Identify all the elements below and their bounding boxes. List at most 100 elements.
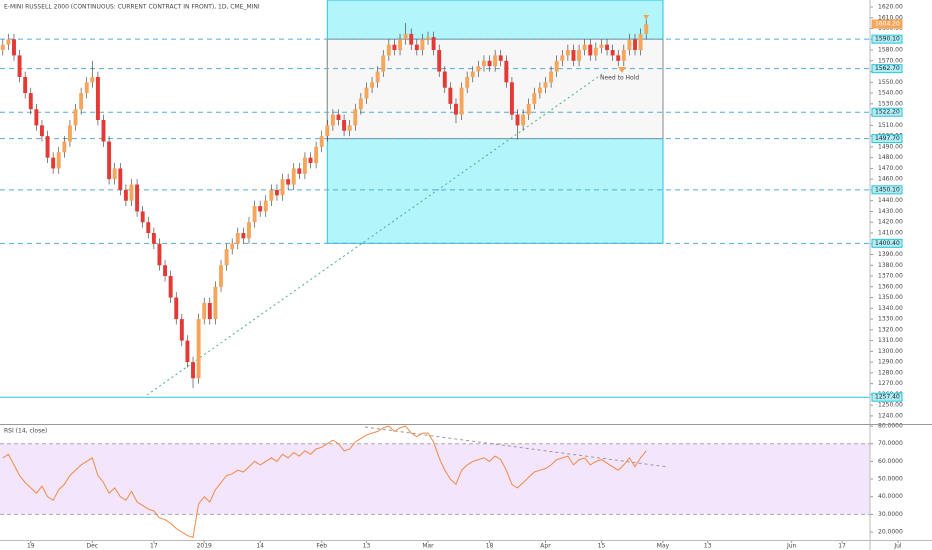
candle-body xyxy=(549,71,554,83)
candle-body xyxy=(420,39,425,51)
candle-body xyxy=(560,55,565,61)
candle-body xyxy=(0,44,5,51)
candle-body xyxy=(280,179,285,196)
y-tick-label: 1360.00 xyxy=(878,283,903,290)
candle-body xyxy=(112,168,117,180)
x-tick-label: Jul xyxy=(893,543,902,550)
candle-body xyxy=(526,103,531,115)
candle-body xyxy=(101,119,106,142)
level-label: 1400.40 xyxy=(875,240,900,247)
candle-body xyxy=(325,125,330,137)
candle-body xyxy=(571,50,576,61)
candle-body xyxy=(509,82,514,115)
candle-body xyxy=(219,265,223,287)
annotation: Need to Hold xyxy=(600,75,639,82)
candle-body xyxy=(269,189,274,201)
candle-body xyxy=(381,55,386,72)
candle-body xyxy=(297,168,302,174)
rsi-tick-label: 80.0000 xyxy=(878,423,903,430)
candle-body xyxy=(610,50,615,56)
level-label-box xyxy=(871,185,903,195)
y-tick-label: 1240.00 xyxy=(878,412,903,419)
y-tick-label: 1320.00 xyxy=(878,326,903,333)
candle-body xyxy=(163,265,168,277)
candle-body xyxy=(588,44,593,56)
candle-body xyxy=(493,55,498,67)
candle-body xyxy=(459,87,464,115)
candle-body xyxy=(174,297,179,320)
y-tick-label: 1420.00 xyxy=(878,219,903,226)
rsi-tick-label: 20.0000 xyxy=(878,529,903,536)
candle-body xyxy=(252,206,257,223)
x-tick-label: 13 xyxy=(704,543,712,550)
candle-body xyxy=(621,50,626,61)
y-tick-label: 1270.00 xyxy=(878,380,903,387)
candle-body xyxy=(409,33,414,45)
candle-body xyxy=(129,184,134,201)
candle-body xyxy=(370,82,375,88)
x-tick-label: 2019 xyxy=(197,543,212,550)
x-tick-label: 17 xyxy=(150,543,158,550)
candle-body xyxy=(487,60,492,67)
level-label: 1450.10 xyxy=(875,186,900,193)
rsi-title: RSI (14, close) xyxy=(4,428,47,435)
candle-body xyxy=(90,76,95,83)
y-tick-label: 1460.00 xyxy=(878,176,903,183)
candle-body xyxy=(605,44,609,51)
level-label: 1522.20 xyxy=(875,109,900,116)
candle-body xyxy=(62,141,67,153)
x-tick-label: Feb xyxy=(316,543,327,550)
candle-body xyxy=(386,44,391,56)
rsi-tick-label: 30.0000 xyxy=(878,511,903,518)
candle-body xyxy=(107,141,112,180)
candle-body xyxy=(504,60,509,83)
candle-body xyxy=(157,243,162,266)
candle-body xyxy=(537,87,542,94)
candle-body xyxy=(185,340,190,363)
candle-body xyxy=(224,249,229,266)
candle-body xyxy=(554,60,559,72)
candle-body xyxy=(241,232,246,239)
x-tick-label: Dec xyxy=(87,543,99,550)
candle-body xyxy=(247,222,251,239)
candle-body xyxy=(84,82,89,94)
x-tick-label: 17 xyxy=(838,543,846,550)
candle-body xyxy=(151,232,156,244)
level-label: 1562.70 xyxy=(875,65,900,72)
x-tick-label: Mar xyxy=(422,543,434,550)
hold-arrow xyxy=(618,67,626,73)
candle-body xyxy=(319,136,324,147)
x-tick-label: 19 xyxy=(27,543,35,550)
level-label: 1497.70 xyxy=(875,135,900,142)
candle-body xyxy=(56,152,61,169)
y-tick-label: 1580.00 xyxy=(878,47,903,54)
y-tick-label: 1470.00 xyxy=(878,165,903,172)
candle-body xyxy=(23,76,28,94)
candle-body xyxy=(6,39,11,45)
candle-body xyxy=(582,44,587,51)
candle-body xyxy=(191,362,195,379)
candle-body xyxy=(342,119,347,131)
candle-body xyxy=(168,276,173,298)
candle-body xyxy=(51,157,56,169)
y-tick-label: 1310.00 xyxy=(878,337,903,344)
candle-body xyxy=(314,146,319,164)
candle-body xyxy=(403,33,408,40)
y-tick-label: 1340.00 xyxy=(878,305,903,312)
candle-body xyxy=(140,211,145,223)
y-tick-label: 1440.00 xyxy=(878,197,903,204)
candle-body xyxy=(644,23,649,34)
y-tick-label: 1350.00 xyxy=(878,294,903,301)
candle-body xyxy=(616,55,621,61)
candle-body xyxy=(577,50,582,61)
candle-body xyxy=(40,125,44,137)
y-tick-label: 1390.00 xyxy=(878,251,903,258)
candle-body xyxy=(230,243,235,250)
candle-body xyxy=(515,114,520,126)
level-label-box xyxy=(871,392,903,402)
candle-body xyxy=(532,93,537,104)
candle-body xyxy=(375,71,380,83)
level-label-box xyxy=(871,238,903,248)
trend-line xyxy=(146,71,606,396)
